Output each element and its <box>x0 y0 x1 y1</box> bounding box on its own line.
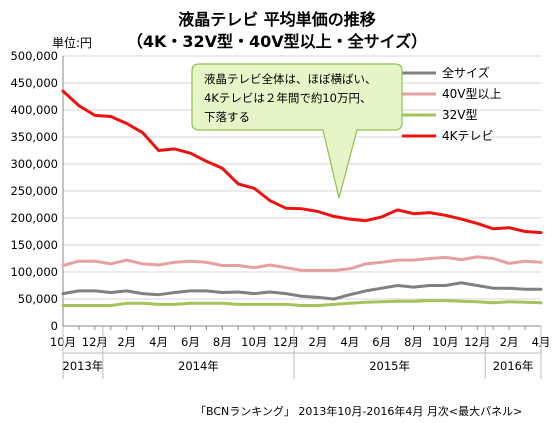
y-tick-label: 400,000 <box>10 103 58 117</box>
chart-subtitle: （4K・32V型・40V型以上・全サイズ） <box>126 32 428 51</box>
annotation-callout <box>191 63 403 199</box>
year-label: 2014年 <box>178 359 219 373</box>
year-label: 2015年 <box>369 359 410 373</box>
y-tick-label: 250,000 <box>10 184 58 198</box>
x-tick-label: 4月 <box>340 335 359 349</box>
x-tick-label: 10月 <box>432 335 458 349</box>
x-tick-label: 12月 <box>82 335 108 349</box>
x-tick-label: 6月 <box>181 335 200 349</box>
x-tick-label: 10月 <box>241 335 267 349</box>
legend-label: 全サイズ <box>442 65 490 80</box>
x-tick-label: 8月 <box>213 335 232 349</box>
x-tick-label: 2月 <box>117 335 136 349</box>
x-tick-label: 2月 <box>309 335 328 349</box>
x-tick-label: 4月 <box>149 335 168 349</box>
y-tick-label: 300,000 <box>10 157 58 171</box>
y-tick-label: 200,000 <box>10 211 58 225</box>
y-tick-label: 150,000 <box>10 238 58 252</box>
x-tick-label: 12月 <box>273 335 299 349</box>
source-note: 「BCNランキング」 2013年10月-2016年4月 月次<最大パネル> <box>195 405 523 418</box>
y-tick-label: 0 <box>51 319 58 333</box>
annotation-text: 液晶テレビ全体は、ほぼ横ばい、 <box>204 72 377 86</box>
y-tick-label: 500,000 <box>10 49 58 63</box>
chart-title: 液晶テレビ 平均単価の推移 <box>178 10 376 29</box>
year-label: 2016年 <box>493 359 534 373</box>
x-tick-label: 6月 <box>372 335 391 349</box>
series-line-2 <box>61 299 543 307</box>
y-tick-label: 100,000 <box>10 265 58 279</box>
legend-label: 32V型 <box>442 108 477 122</box>
series-line-0 <box>61 281 543 301</box>
y-tick-label: 50,000 <box>18 292 58 306</box>
x-tick-label: 2月 <box>500 335 519 349</box>
y-axis-unit-label: 単位:円 <box>52 36 93 50</box>
series-line-1 <box>61 255 543 272</box>
annotation-text: 4Kテレビは２年間で約10万円、 <box>204 91 372 105</box>
x-tick-label: 8月 <box>404 335 423 349</box>
y-tick-label: 350,000 <box>10 130 58 144</box>
annotation-text: 下落する <box>204 110 250 124</box>
year-label: 2013年 <box>63 359 104 373</box>
series-line-3 <box>61 89 543 235</box>
y-tick-label: 450,000 <box>10 76 58 90</box>
x-tick-label: 12月 <box>464 335 490 349</box>
legend-label: 4Kテレビ <box>442 129 494 143</box>
legend-label: 40V型以上 <box>442 87 501 101</box>
